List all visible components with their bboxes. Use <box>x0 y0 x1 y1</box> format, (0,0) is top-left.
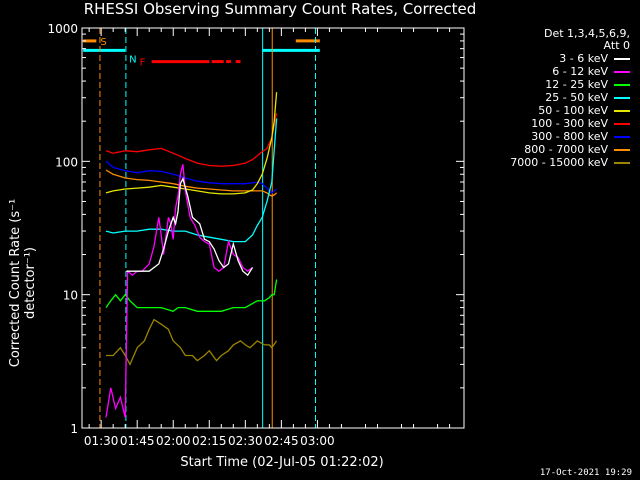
legend-entries: 3 - 6 keV 6 - 12 keV 12 - 25 keV 25 - 50 ke… <box>470 52 630 169</box>
chart-title: RHESSI Observing Summary Count Rates, Co… <box>83 0 477 18</box>
legend-swatch <box>614 148 630 151</box>
legend-entry: 6 - 12 keV <box>470 65 630 78</box>
legend-title-line: Att 0 <box>603 39 630 52</box>
plot-timestamp: 17-Oct-2021 19:29 <box>539 468 632 478</box>
legend-entry-label: 7000 - 15000 keV <box>510 156 608 169</box>
legend-swatch <box>614 109 630 112</box>
x-tick-label: 03:00 <box>300 434 335 448</box>
legend-entry: 7000 - 15000 keV <box>470 156 630 169</box>
legend-swatch <box>614 161 630 164</box>
legend-swatch <box>614 70 630 73</box>
legend-entry-label: 25 - 50 keV <box>545 91 608 104</box>
legend-swatch <box>614 83 630 86</box>
x-tick-label: 02:30 <box>228 434 263 448</box>
legend-swatch <box>614 57 630 60</box>
series-line <box>105 160 278 194</box>
series-line <box>106 318 278 366</box>
y-tick-label: 100 <box>55 155 78 169</box>
x-tick-label: 02:45 <box>264 434 299 448</box>
vline-layer <box>99 28 316 428</box>
legend-entry: 100 - 300 keV <box>470 117 630 130</box>
series-line <box>105 112 278 167</box>
flag-letter: N <box>129 54 136 65</box>
series-line <box>105 164 253 418</box>
legend-swatch <box>614 122 630 125</box>
legend-entry-label: 12 - 25 keV <box>545 78 608 91</box>
legend-entry: 3 - 6 keV <box>470 52 630 65</box>
series-line <box>105 279 278 313</box>
legend-entry: 50 - 100 keV <box>470 104 630 117</box>
legend-title-line: Det 1,3,4,5,6,9, <box>543 27 630 40</box>
legend-entry-label: 800 - 7000 keV <box>524 143 608 156</box>
x-tick-label: 02:00 <box>156 434 191 448</box>
series-line <box>126 177 254 277</box>
y-tick-label: 10 <box>63 289 78 303</box>
y-tick-label: 1 <box>70 422 78 436</box>
x-tick-label: 01:30 <box>84 434 119 448</box>
plot-frame <box>81 27 465 429</box>
legend-entry: 300 - 800 keV <box>470 130 630 143</box>
axes-layer: 1 10 100 1000 01:30 01:45 02:00 02:15 02:30 02:45… <box>47 22 465 448</box>
series-line <box>105 92 278 195</box>
legend-entry-label: 100 - 300 keV <box>531 117 608 130</box>
x-tick-label: 01:45 <box>120 434 155 448</box>
legend: Det 1,3,4,5,6,9, Att 0 3 - 6 keV 6 - 12 k… <box>470 28 630 169</box>
legend-swatch <box>614 96 630 99</box>
flag-letter: S <box>100 37 106 48</box>
legend-entry-label: 6 - 12 keV <box>552 65 608 78</box>
series-line <box>105 118 278 243</box>
legend-entry: 800 - 7000 keV <box>470 143 630 156</box>
legend-entry-label: 3 - 6 keV <box>559 52 608 65</box>
legend-swatch <box>614 135 630 138</box>
y-axis-label: Corrected Count Rate (s⁻¹ detector⁻¹) <box>8 198 38 368</box>
x-axis-label: Start Time (02-Jul-05 01:22:02) <box>180 455 384 470</box>
flag-letter: F <box>140 58 146 69</box>
legend-entry: 12 - 25 keV <box>470 78 630 91</box>
legend-entry-label: 300 - 800 keV <box>531 130 608 143</box>
flag-layer: S N F <box>83 37 320 69</box>
legend-entry: 25 - 50 keV <box>470 91 630 104</box>
x-tick-label: 02:15 <box>192 434 227 448</box>
legend-entry-label: 50 - 100 keV <box>538 104 608 117</box>
series-layer <box>105 92 278 418</box>
y-tick-label: 1000 <box>47 22 78 36</box>
